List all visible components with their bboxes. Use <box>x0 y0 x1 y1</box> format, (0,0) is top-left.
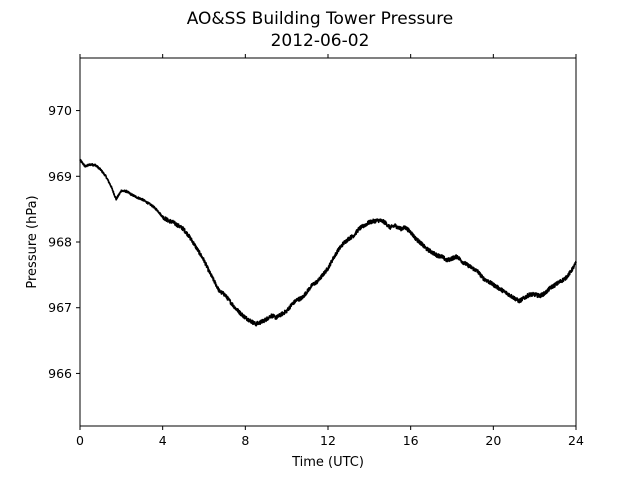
y-tick-label: 966 <box>48 366 72 381</box>
y-axis-ticks: 966 967 968 969 970 <box>48 103 80 381</box>
x-tick-label: 0 <box>76 433 84 448</box>
x-axis-label: Time (UTC) <box>291 455 364 470</box>
x-tick-label: 24 <box>568 433 584 448</box>
y-tick-label: 970 <box>48 103 72 118</box>
x-axis-ticks: 0 4 8 12 16 20 24 <box>76 54 584 448</box>
x-tick-label: 4 <box>159 433 167 448</box>
x-tick-label: 16 <box>403 433 419 448</box>
pressure-series-line <box>79 158 577 327</box>
y-tick-label: 968 <box>48 235 72 250</box>
x-tick-label: 8 <box>241 433 249 448</box>
x-tick-label: 20 <box>485 433 501 448</box>
chart-subtitle: 2012-06-02 <box>271 31 370 51</box>
y-axis-label: Pressure (hPa) <box>25 195 40 288</box>
x-tick-label: 12 <box>320 433 336 448</box>
plot-frame <box>79 57 577 427</box>
y-tick-label: 967 <box>48 300 72 315</box>
chart-title: AO&SS Building Tower Pressure <box>187 9 454 29</box>
y-tick-label: 969 <box>48 169 72 184</box>
